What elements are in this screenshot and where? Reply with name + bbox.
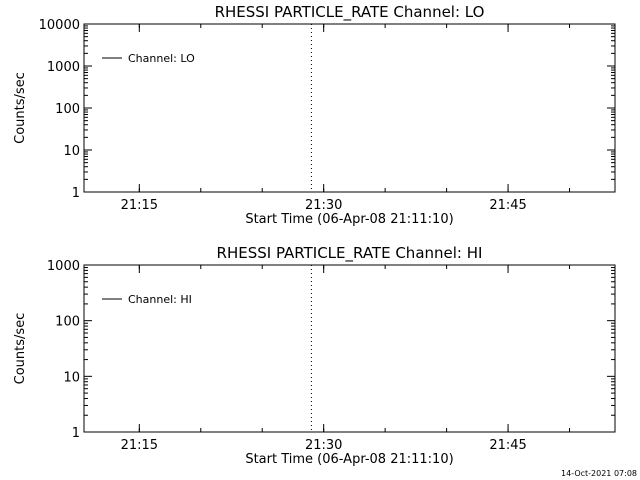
y-tick-label: 10 <box>63 144 80 159</box>
x-tick-label: 21:30 <box>305 198 342 213</box>
x-axis-label: Start Time (06-Apr-08 21:11:10) <box>245 452 453 467</box>
y-tick-label: 10 <box>63 370 80 385</box>
panel-lo: RHESSI PARTICLE_RATE Channel: LO 1 10 100 10… <box>13 3 616 227</box>
y-tick-label: 1000 <box>47 259 80 274</box>
y-tick-label: 100 <box>55 102 80 117</box>
y-tick-label: 1000 <box>47 60 80 75</box>
y-tick-label: 100 <box>55 315 80 330</box>
x-axis-label: Start Time (06-Apr-08 21:11:10) <box>245 212 453 227</box>
y-axis-label: Counts/sec <box>13 313 28 385</box>
y-tick-label: 1 <box>72 186 80 201</box>
timestamp: 14-Oct-2021 07:08 <box>561 469 637 478</box>
x-tick-label: 21:15 <box>121 438 158 453</box>
panel-hi: RHESSI PARTICLE_RATE Channel: HI 1 10 100 10… <box>13 244 616 467</box>
y-axis-label: Counts/sec <box>13 72 28 144</box>
plot-frame <box>83 264 616 433</box>
legend-label: Channel: HI <box>128 293 192 306</box>
x-tick-label: 21:45 <box>489 438 526 453</box>
y-tick-label: 1 <box>72 426 80 441</box>
x-tick-label: 21:45 <box>489 198 526 213</box>
chart-title: RHESSI PARTICLE_RATE Channel: HI <box>217 244 483 263</box>
x-tick-label: 21:30 <box>305 438 342 453</box>
y-tick-label: 10000 <box>39 18 80 33</box>
x-tick-label: 21:15 <box>121 198 158 213</box>
plot-frame <box>83 23 616 193</box>
legend-label: Channel: LO <box>128 52 195 65</box>
chart-title: RHESSI PARTICLE_RATE Channel: LO <box>215 3 485 22</box>
